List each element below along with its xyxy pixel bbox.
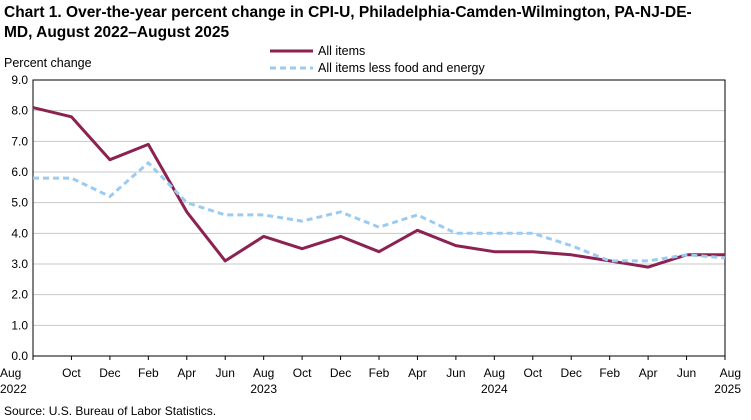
x-tick-year-label: 2023 — [250, 382, 277, 396]
series-lines — [32, 106, 726, 269]
x-tick-label: Jun — [677, 366, 696, 380]
legend: All items All items less food and energy — [270, 44, 486, 75]
y-axis-label: Percent change — [4, 56, 92, 70]
y-tick-label: 7.0 — [11, 134, 28, 148]
x-tick-label: Aug — [253, 366, 274, 380]
y-tick-label: 6.0 — [11, 165, 28, 179]
x-tick-label: Dec — [99, 366, 120, 380]
x-tick-label: Oct — [62, 366, 81, 380]
y-tick-label: 2.0 — [11, 288, 28, 302]
x-tick-year-label: 2022 — [0, 382, 27, 396]
y-tick-label: 9.0 — [11, 73, 28, 87]
x-tick-label: Jun — [216, 366, 235, 380]
x-tick-year-label: 2024 — [481, 382, 508, 396]
series-line-all-items — [32, 106, 725, 269]
series-line-core — [33, 161, 726, 263]
x-tick-label: Apr — [639, 366, 658, 380]
x-tick-label: Oct — [293, 366, 312, 380]
x-tick-label: Feb — [369, 366, 390, 380]
x-tick-label: Feb — [138, 366, 159, 380]
x-tick-label: Dec — [561, 366, 582, 380]
plot-area-frame — [32, 79, 726, 357]
chart-title-line-1: Chart 1. Over-the-year percent change in… — [4, 4, 692, 21]
y-tick-label: 5.0 — [11, 196, 28, 210]
x-tick-label: Feb — [599, 366, 620, 380]
x-tick-label: Aug — [484, 366, 505, 380]
legend-label-all-items: All items — [318, 44, 365, 58]
x-tick-year-label: 2025 — [714, 382, 741, 396]
x-tick-label: Aug — [720, 366, 741, 380]
chart-title-line-2: MD, August 2022–August 2025 — [4, 24, 229, 41]
y-tick-label: 0.0 — [11, 349, 28, 363]
x-tick-label: Jun — [446, 366, 465, 380]
legend-label-core: All items less food and energy — [318, 61, 486, 75]
x-tick-label: Dec — [330, 366, 351, 380]
y-axis-ticks: 0.0 1.0 2.0 3.0 4.0 5.0 6.0 7.0 8.0 9.0 — [11, 73, 28, 363]
source-note: Source: U.S. Bureau of Labor Statistics. — [4, 404, 216, 418]
x-tick-label: Aug — [0, 366, 21, 380]
y-tick-label: 8.0 — [11, 104, 28, 118]
x-axis-ticks: Aug 2022 Oct Dec Feb Apr Jun Aug 2023 Oct Dec Feb Ap… — [0, 356, 741, 396]
y-tick-label: 4.0 — [11, 226, 28, 240]
gridlines — [33, 110, 725, 326]
x-tick-label: Apr — [177, 366, 196, 380]
x-tick-label: Apr — [408, 366, 427, 380]
y-tick-label: 3.0 — [11, 257, 28, 271]
x-tick-label: Oct — [523, 366, 542, 380]
y-tick-label: 1.0 — [11, 318, 28, 332]
